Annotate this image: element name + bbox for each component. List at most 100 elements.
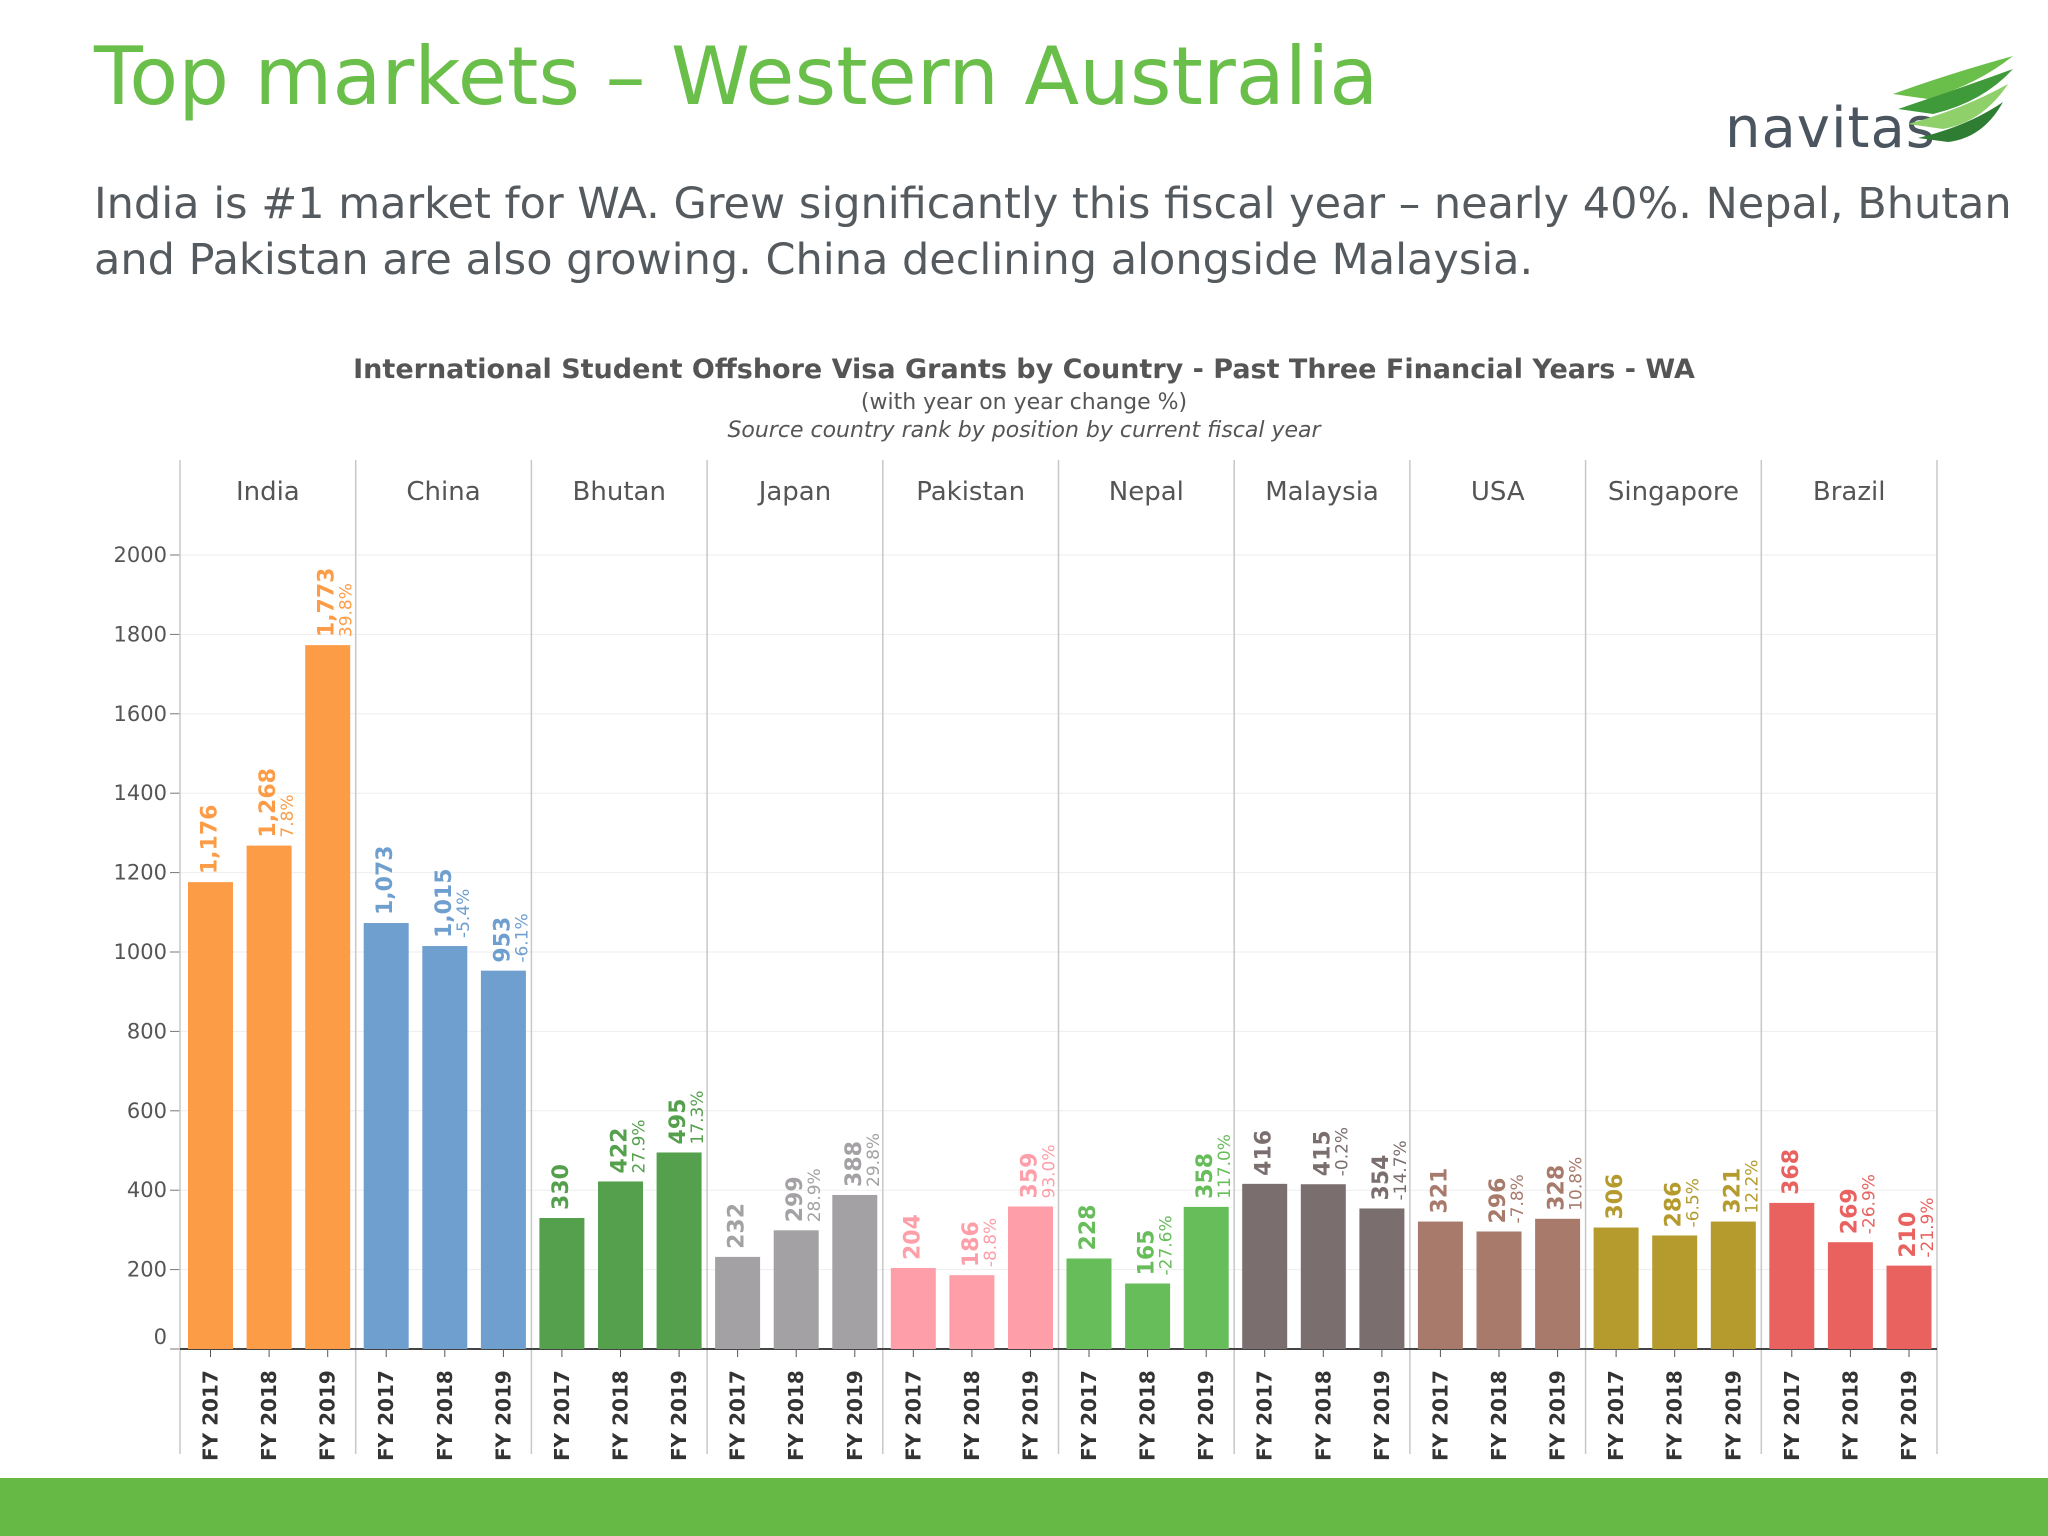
bar-malaysia-0 xyxy=(1242,1183,1288,1349)
data-label: 388 xyxy=(842,1141,867,1187)
group-label-singapore: Singapore xyxy=(1608,477,1739,507)
change-label: -14.7% xyxy=(1391,1140,1411,1200)
x-tick-label: FY 2019 xyxy=(1721,1370,1745,1461)
data-label: 359 xyxy=(1018,1153,1043,1199)
bar-japan-1 xyxy=(773,1230,819,1349)
change-label: 28.9% xyxy=(805,1168,825,1222)
bar-singapore-1 xyxy=(1652,1235,1698,1349)
y-tick-label: 1800 xyxy=(114,622,167,646)
x-tick-label: FY 2018 xyxy=(1136,1370,1160,1461)
x-tick-label: FY 2019 xyxy=(1370,1370,1394,1461)
data-label: 330 xyxy=(549,1164,574,1210)
data-label: 422 xyxy=(608,1128,633,1174)
data-label: 1,073 xyxy=(373,845,398,915)
x-tick-label: FY 2018 xyxy=(1663,1370,1687,1461)
bar-pakistan-2 xyxy=(1008,1206,1053,1349)
x-tick-label: FY 2018 xyxy=(609,1370,633,1461)
bar-india-1 xyxy=(246,845,292,1349)
bar-brazil-0 xyxy=(1769,1202,1815,1349)
bar-brazil-1 xyxy=(1827,1242,1873,1349)
bar-bhutan-1 xyxy=(598,1181,643,1349)
x-tick-label: FY 2017 xyxy=(1780,1370,1804,1461)
bar-nepal-2 xyxy=(1183,1206,1229,1349)
data-label: 1,015 xyxy=(432,868,457,938)
group-label-usa: USA xyxy=(1471,477,1525,507)
y-tick-label: 0 xyxy=(154,1325,167,1349)
x-tick-label: FY 2018 xyxy=(784,1370,808,1461)
data-label: 186 xyxy=(959,1221,984,1267)
bar-china-1 xyxy=(422,946,468,1349)
group-label-china: China xyxy=(406,477,480,507)
bar-usa-2 xyxy=(1535,1218,1581,1349)
x-tick-label: FY 2018 xyxy=(960,1370,984,1461)
change-label: -7.8% xyxy=(1508,1174,1528,1223)
data-label: 286 xyxy=(1662,1182,1687,1228)
change-label: 17.3% xyxy=(688,1090,708,1144)
change-label: -26.9% xyxy=(1859,1174,1879,1234)
footer-bar xyxy=(0,1478,2048,1536)
data-label: 296 xyxy=(1486,1178,1511,1224)
data-label: 1,176 xyxy=(198,805,223,875)
change-label: 39.8% xyxy=(337,583,357,637)
data-label: 210 xyxy=(1896,1212,1921,1258)
change-label: 10.8% xyxy=(1567,1157,1587,1211)
x-tick-label: FY 2019 xyxy=(667,1370,691,1461)
bar-pakistan-0 xyxy=(890,1268,936,1349)
swoosh-icon xyxy=(1893,56,2013,142)
data-label: 495 xyxy=(666,1099,691,1145)
bar-pakistan-1 xyxy=(949,1275,995,1349)
data-label: 165 xyxy=(1135,1230,1160,1276)
x-tick-label: FY 2017 xyxy=(1428,1370,1452,1461)
bar-japan-2 xyxy=(832,1194,878,1349)
bar-china-2 xyxy=(480,970,526,1349)
group-label-japan: Japan xyxy=(757,477,832,507)
slide-title: Top markets – Western Australia xyxy=(94,30,1379,123)
bar-malaysia-1 xyxy=(1300,1184,1346,1349)
group-label-pakistan: Pakistan xyxy=(916,477,1025,507)
data-label: 306 xyxy=(1603,1174,1628,1220)
data-label: 328 xyxy=(1545,1165,1570,1211)
navitas-logo: navitas xyxy=(1718,54,2018,161)
y-tick-label: 800 xyxy=(127,1019,167,1043)
x-tick-label: FY 2017 xyxy=(1604,1370,1628,1461)
chart-area: 0 200 400 600 800 1000 1200 1400 1600 1800 2000 Ind… xyxy=(0,330,2048,1470)
data-label: 358 xyxy=(1193,1153,1218,1199)
bar-india-0 xyxy=(188,882,233,1349)
x-tick-label: FY 2017 xyxy=(1077,1370,1101,1461)
bar-nepal-0 xyxy=(1066,1258,1112,1349)
bar-india-2 xyxy=(305,645,351,1349)
chart-title: International Student Offshore Visa Gran… xyxy=(353,354,1695,385)
y-tick-label: 1000 xyxy=(114,940,167,964)
change-label: -5.4% xyxy=(454,889,474,938)
y-tick-label: 400 xyxy=(127,1178,167,1202)
bar-bhutan-0 xyxy=(539,1217,585,1349)
change-label: -8.8% xyxy=(981,1218,1001,1267)
data-label: 415 xyxy=(1310,1130,1335,1176)
change-label: 117.0% xyxy=(1215,1134,1235,1199)
bar-usa-1 xyxy=(1476,1231,1522,1349)
change-label: -27.6% xyxy=(1157,1215,1177,1275)
bar-malaysia-2 xyxy=(1359,1208,1405,1349)
slide-subtitle: India is #1 market for WA. Grew signific… xyxy=(94,179,2012,285)
data-label: 1,268 xyxy=(256,768,281,838)
chart-note: Source country rank by position by curre… xyxy=(727,418,1321,443)
bar-bhutan-2 xyxy=(656,1152,702,1349)
x-tick-label: FY 2019 xyxy=(1194,1370,1218,1461)
data-label: 416 xyxy=(1252,1130,1277,1176)
x-tick-label: FY 2017 xyxy=(726,1370,750,1461)
data-label: 321 xyxy=(1720,1168,1745,1214)
bar-china-0 xyxy=(363,923,409,1349)
change-label: 29.8% xyxy=(864,1133,884,1187)
change-label: 12.2% xyxy=(1742,1160,1762,1214)
data-label: 1,773 xyxy=(315,568,340,638)
data-label: 232 xyxy=(725,1203,750,1249)
group-label-nepal: Nepal xyxy=(1109,477,1184,507)
x-tick-label: FY 2019 xyxy=(843,1370,867,1461)
group-label-brazil: Brazil xyxy=(1813,477,1886,507)
logo-wordmark: navitas xyxy=(1725,96,1936,161)
x-tick-label: FY 2017 xyxy=(199,1370,223,1461)
data-label: 228 xyxy=(1076,1205,1101,1251)
change-label: -6.1% xyxy=(512,913,532,962)
change-label: 7.8% xyxy=(278,794,298,837)
x-tick-label: FY 2018 xyxy=(1311,1370,1335,1461)
